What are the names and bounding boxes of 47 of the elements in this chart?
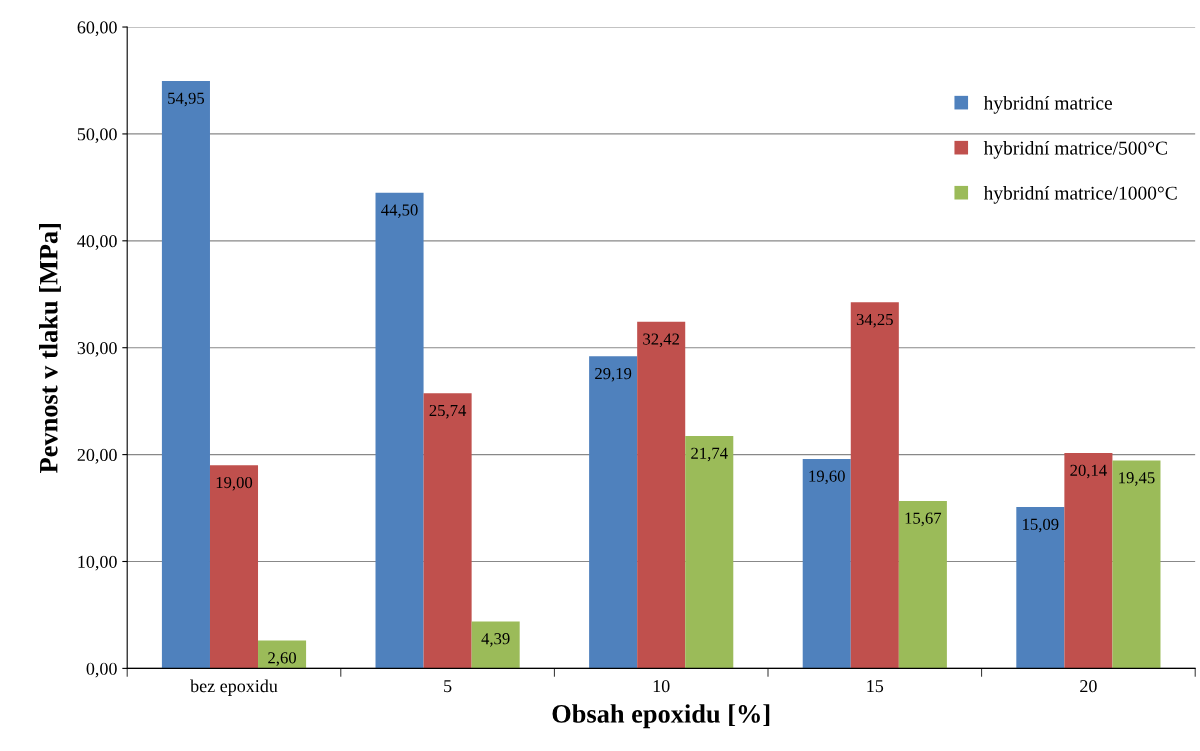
data-label: 29,19 <box>595 368 632 382</box>
x-tick-label: 20 <box>1080 680 1097 693</box>
bar <box>1112 460 1161 669</box>
bar <box>1016 507 1065 669</box>
data-label: 15,09 <box>1023 518 1059 533</box>
y-tick-label: 0,00 <box>86 662 117 678</box>
data-label: 2,60 <box>268 652 297 666</box>
y-axis-title: Pevnost v tlaku [MPa] <box>39 223 61 473</box>
y-tick-label: 20,00 <box>77 448 117 464</box>
data-label: 19,45 <box>1119 472 1155 486</box>
data-label: 19,60 <box>809 470 845 485</box>
y-tick-label: 50,00 <box>77 128 117 143</box>
y-tick-label: 10,00 <box>78 555 117 571</box>
legend-label: hybridní matrice <box>983 95 1112 114</box>
x-axis-title: Obsah epoxidu [%] <box>552 704 770 729</box>
x-tick-label: 5 <box>444 680 452 693</box>
data-label: 54,95 <box>168 92 205 107</box>
data-label: 20,14 <box>1070 464 1107 479</box>
y-tick-label: 30,00 <box>77 341 117 357</box>
data-label: 34,25 <box>856 313 893 328</box>
bar <box>898 500 947 669</box>
bar <box>423 393 472 669</box>
x-tick-label: bez epoxidu <box>190 679 278 696</box>
data-label: 32,42 <box>643 333 680 348</box>
legend-label: hybridní matrice/1000°C <box>983 185 1177 204</box>
bar <box>258 640 307 669</box>
bar <box>375 192 424 669</box>
bar <box>471 621 520 669</box>
x-tick-label: 10 <box>653 680 670 693</box>
x-tick-label: 15 <box>867 680 884 693</box>
bar <box>685 436 734 669</box>
bar <box>589 356 638 669</box>
y-tick-label: 40,00 <box>77 235 117 250</box>
bar <box>1064 453 1113 669</box>
legend-label: hybridní matrice/500°C <box>983 140 1167 159</box>
bar <box>802 458 851 669</box>
y-tick-label: 60,00 <box>77 21 117 37</box>
bar <box>850 302 899 669</box>
data-label: 4,39 <box>481 633 510 647</box>
bar <box>209 465 259 669</box>
data-label: 21,74 <box>691 447 728 462</box>
data-label: 19,00 <box>216 476 253 491</box>
data-label: 44,50 <box>381 204 418 218</box>
data-label: 25,74 <box>429 404 467 419</box>
bar <box>637 321 686 669</box>
data-label: 15,67 <box>905 512 942 527</box>
bar <box>161 81 210 669</box>
